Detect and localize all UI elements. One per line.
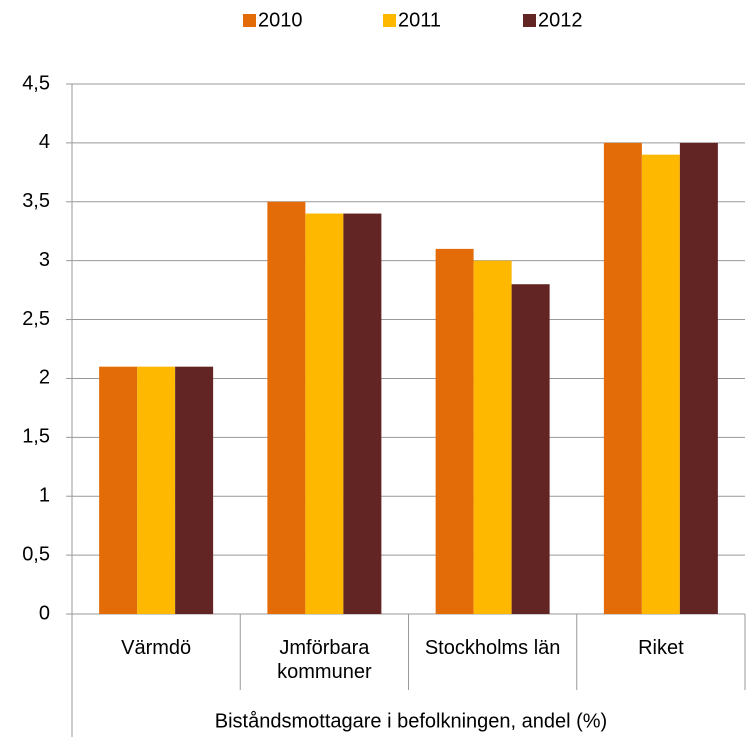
bar: [641, 154, 680, 614]
y-tick-label: 0: [39, 602, 50, 624]
y-tick-label: 2,5: [22, 308, 50, 330]
y-tick-label: 4,5: [22, 72, 50, 94]
legend-label: 2010: [258, 9, 303, 31]
bar: [473, 260, 512, 614]
legend-swatch: [523, 14, 536, 27]
bar: [603, 142, 642, 614]
bar: [305, 213, 344, 615]
y-tick-label: 1: [39, 485, 50, 507]
y-tick-label: 3: [39, 249, 50, 271]
legend-label: 2012: [538, 9, 583, 31]
y-tick-label: 4: [39, 131, 50, 153]
x-tick-label: Stockholms län: [424, 637, 561, 659]
bar: [679, 142, 718, 614]
bar: [511, 284, 550, 614]
y-tick-label: 2: [39, 367, 50, 389]
bar: [343, 213, 382, 615]
bar: [99, 366, 138, 614]
y-tick-label: 3,5: [22, 190, 50, 212]
bar: [175, 366, 214, 614]
bar: [435, 248, 474, 614]
y-tick-label: 1,5: [22, 426, 50, 448]
bar: [267, 201, 306, 614]
x-axis-label: Biståndsmottagare i befolkningen, andel …: [215, 710, 607, 732]
bar: [137, 366, 176, 614]
x-tick-label: Riket: [638, 637, 684, 659]
x-tick-label: Jmförbara kommuner: [277, 637, 372, 683]
y-tick-label: 0,5: [22, 543, 50, 565]
x-tick-label: Värmdö: [121, 637, 192, 659]
legend-label: 2011: [398, 9, 441, 31]
legend-swatch: [383, 14, 396, 27]
legend-swatch: [243, 14, 256, 27]
